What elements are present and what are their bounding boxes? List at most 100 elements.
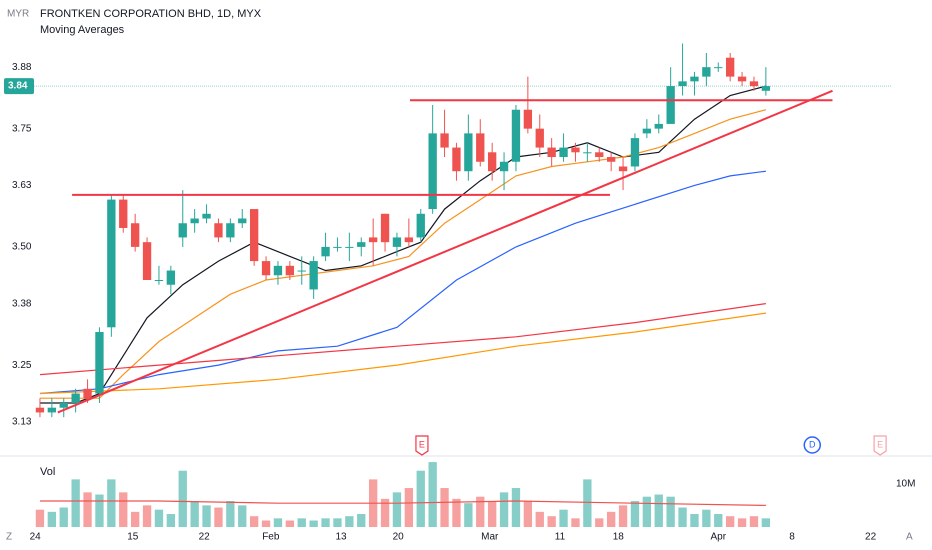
x-tick-label: 18: [613, 532, 625, 543]
candle-body: [190, 218, 199, 224]
volume-bar: [428, 462, 437, 527]
volume-bar: [404, 488, 414, 527]
volume-bar: [702, 509, 711, 527]
candle-body: [47, 407, 57, 413]
volume-bar: [297, 518, 306, 527]
volume-bar: [261, 520, 271, 527]
x-tick-label: 15: [127, 532, 139, 543]
volume-bar: [452, 498, 461, 527]
volume-bar: [154, 509, 164, 527]
candle-body: [595, 152, 604, 158]
volume-bar: [83, 492, 92, 527]
candle-body: [392, 237, 402, 247]
volume-bar: [476, 496, 485, 527]
candle-body: [678, 81, 687, 87]
candle-body: [333, 246, 342, 248]
candle-body: [654, 123, 663, 129]
volume-bar: [273, 518, 283, 527]
volume-bar: [95, 494, 104, 527]
candle-body: [749, 81, 759, 87]
event-marker: [803, 436, 822, 454]
volume-bar: [166, 514, 176, 527]
candle-body: [583, 152, 592, 154]
volume-bar: [440, 488, 449, 527]
x-tick-label: 22: [199, 532, 211, 543]
volume-bar: [559, 509, 568, 527]
candle-body: [464, 133, 473, 172]
volume-bar: [226, 501, 235, 527]
candle-body: [487, 152, 497, 172]
y-tick-label: 3.75: [12, 123, 32, 134]
volume-bar: [47, 511, 57, 527]
y-tick-label: 3.38: [12, 298, 32, 309]
x-tick-label: 20: [393, 532, 405, 543]
candle-body: [95, 332, 104, 394]
volume-bar: [309, 520, 318, 527]
candle-body: [261, 261, 271, 276]
event-label: E: [877, 439, 883, 449]
candle-body: [273, 265, 283, 276]
volume-bar: [749, 516, 759, 527]
last-price-label: 3.84: [8, 81, 28, 92]
x-tick-label: Mar: [481, 532, 499, 543]
volume-bar: [119, 492, 128, 527]
volume-bar: [59, 507, 68, 527]
x-tick-label: 11: [555, 532, 566, 543]
candle-body: [238, 218, 247, 224]
volume-bar: [202, 505, 211, 527]
moving-average-line: [40, 109, 767, 399]
moving-average-line: [39, 170, 766, 395]
x-tick-label: Feb: [262, 532, 280, 543]
volume-bar: [535, 511, 544, 527]
y-tick-label: 3.88: [12, 62, 32, 73]
volume-bar: [392, 492, 402, 527]
corner-label[interactable]: A: [906, 532, 913, 543]
volume-label: Vol: [40, 466, 55, 478]
candle-body: [357, 242, 366, 247]
chart-title: FRONTKEN CORPORATION BHD, 1D, MYX: [40, 8, 262, 20]
moving-average-line: [39, 312, 766, 395]
volume-bar: [714, 514, 723, 527]
volume-bar: [345, 516, 354, 527]
volume-bar: [214, 507, 223, 527]
volume-bar: [35, 509, 45, 527]
candle-body: [714, 67, 723, 69]
volume-bar: [523, 501, 533, 527]
candle-body: [523, 109, 533, 129]
volume-bar: [416, 470, 425, 527]
candle-body: [142, 242, 152, 280]
candle-body: [368, 237, 378, 243]
candle-body: [547, 147, 556, 158]
candle-body: [511, 109, 521, 162]
volume-bar: [690, 514, 699, 527]
candle-body: [285, 265, 295, 276]
volume-bar: [499, 492, 509, 527]
candle-body: [249, 209, 259, 262]
volume-bar: [71, 479, 80, 527]
candle-body: [630, 138, 640, 167]
volume-bar: [666, 496, 675, 527]
volume-bar: [249, 516, 259, 527]
candle-body: [428, 133, 437, 210]
candle-body: [559, 147, 568, 158]
moving-average-line: [39, 303, 766, 376]
volume-bar: [285, 520, 295, 527]
candle-body: [606, 157, 616, 162]
volume-ma-line: [40, 500, 766, 506]
candle-body: [130, 223, 140, 247]
candle-body: [476, 133, 485, 162]
volume-bar: [678, 507, 687, 527]
trend-line: [57, 89, 833, 414]
volume-bar: [654, 494, 663, 527]
candle-body: [83, 388, 92, 399]
x-tick-label: 13: [335, 532, 347, 543]
indicator-name: Moving Averages: [40, 24, 125, 36]
corner-label[interactable]: Z: [6, 532, 12, 543]
currency: MYR: [7, 9, 29, 20]
volume-bar: [511, 488, 521, 527]
candle-body: [690, 76, 699, 82]
volume-bar: [737, 518, 747, 527]
candle-body: [499, 161, 509, 172]
volume-bar: [380, 498, 390, 527]
